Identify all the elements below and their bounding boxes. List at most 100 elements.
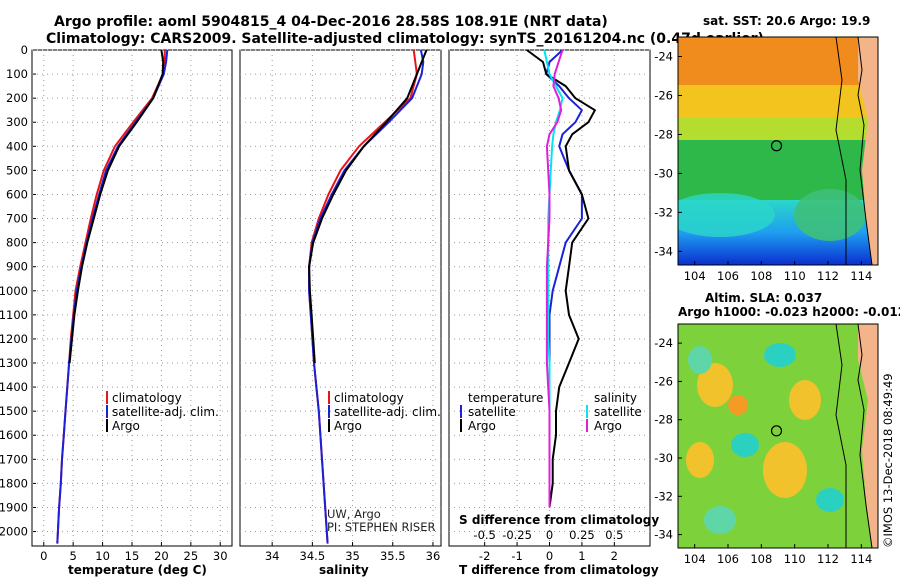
legend-t-argo: Argo (468, 419, 496, 433)
depth-tick-label: 400 (6, 139, 28, 153)
x-tick-label: 10 (95, 549, 110, 563)
depth-tick-label: 1600 (0, 428, 28, 442)
sst-map-title: sat. SST: 20.6 Argo: 19.9 (703, 14, 870, 28)
depth-tick-label: 1900 (0, 500, 28, 514)
x-tick-label: 0 (546, 549, 553, 563)
legend-temperature-title: temperature (468, 391, 543, 405)
sst-map (678, 37, 878, 265)
lat-tick-label: -24 (654, 49, 673, 63)
title-line-1: Argo profile: aoml 5904815_4 04-Dec-2016… (54, 14, 608, 30)
lat-tick-label: -34 (654, 244, 673, 258)
sla-map-title: Altim. SLA: 0.037 (705, 291, 822, 305)
lon-tick-label: 114 (850, 552, 872, 566)
legend-s-satellite: satellite (594, 405, 642, 419)
difference-x-label: T difference from climatology (459, 563, 659, 577)
x-tick-label: 34.5 (300, 549, 326, 563)
depth-tick-label: 1300 (0, 356, 28, 370)
legend-argo: Argo (334, 419, 362, 433)
depth-tick-label: 1100 (0, 308, 28, 322)
lon-tick-label: 108 (750, 552, 772, 566)
depth-tick-label: 500 (6, 163, 28, 177)
lon-tick-label: 110 (784, 269, 806, 283)
lon-tick-label: 110 (784, 552, 806, 566)
x-tick-label: -1 (511, 549, 522, 563)
panel-grids (32, 49, 650, 546)
lat-tick-label: -30 (654, 451, 673, 465)
depth-tick-label: 1500 (0, 404, 28, 418)
legend-satellite-adj: satellite-adj. clim. (334, 405, 441, 419)
x-tick-label: 15 (125, 549, 140, 563)
depth-tick-label: 800 (6, 236, 28, 250)
x-tick-label: 35 (345, 549, 360, 563)
sst-float-marker (770, 140, 783, 152)
sla-float-marker (770, 425, 783, 437)
map-ticks: -24 -26 -28 -30 -32 -34 104 106 108 110 112 114 -24 -… (654, 49, 872, 566)
x-tick-label: -2 (479, 549, 490, 563)
depth-tick-label: 100 (6, 67, 28, 81)
depth-tick-label: 700 (6, 212, 28, 226)
depth-tick-label: 1700 (0, 452, 28, 466)
lat-tick-label: -28 (654, 127, 673, 141)
depth-tick-label: 600 (6, 187, 28, 201)
temperature-legend: climatology satellite-adj. clim. Argo (106, 391, 219, 433)
x-tick-label: 1 (578, 549, 585, 563)
legend-t-satellite: satellite (468, 405, 516, 419)
lon-tick-label: 106 (717, 269, 739, 283)
temperature-panel (31, 49, 233, 547)
lat-tick-label: -26 (654, 374, 673, 388)
x-tick-label: 30 (213, 549, 228, 563)
difference-legend: temperature satellite Argo salinity sate… (460, 391, 642, 433)
depth-tick-label: 0 (21, 43, 28, 57)
series-line-argo (68, 49, 165, 364)
series-line-s-argo (545, 49, 564, 508)
lon-tick-label: 106 (717, 552, 739, 566)
salinity-legend: climatology satellite-adj. clim. Argo (328, 391, 441, 433)
x-top-tick-label: 0 (546, 528, 553, 542)
x-tick-label: 2 (611, 549, 618, 563)
title-line-2: Climatology: CARS2009. Satellite-adjuste… (46, 31, 764, 47)
x-top-tick-label: -0.25 (502, 528, 532, 542)
sst-map-frame (677, 36, 879, 266)
sla-map-subtitle: Argo h1000: -0.023 h2000: -0.012 (678, 305, 900, 319)
lon-tick-label: 112 (817, 269, 839, 283)
depth-tick-label: 1000 (0, 284, 28, 298)
lon-tick-label: 108 (750, 269, 772, 283)
legend-climatology: climatology (112, 391, 182, 405)
depth-axis: 0 100 200 300 400 500 600 700 800 900 1000 1100 1200… (0, 43, 36, 539)
lat-tick-label: -26 (654, 88, 673, 102)
lon-tick-label: 114 (850, 269, 872, 283)
pi-label: PI: STEPHEN RISER (327, 520, 436, 534)
imos-footer: ©IMOS 13-Dec-2018 08:49:49 (881, 373, 895, 548)
x-top-tick-label: -0.5 (473, 528, 495, 542)
series-line-t-argo (526, 49, 596, 508)
depth-tick-label: 1400 (0, 380, 28, 394)
lat-tick-label: -28 (654, 413, 673, 427)
legend-s-argo: Argo (594, 419, 622, 433)
lat-tick-label: -34 (654, 528, 673, 542)
salinity-x-label: salinity (319, 563, 369, 577)
x-tick-label: 36 (426, 549, 441, 563)
lon-tick-label: 104 (684, 269, 706, 283)
series-line-argo (308, 49, 428, 364)
lat-tick-label: -24 (654, 336, 673, 350)
depth-tick-label: 2000 (0, 525, 28, 539)
lon-tick-label: 112 (817, 552, 839, 566)
x-top-tick-label: 0.5 (605, 528, 623, 542)
panel-x-ticks: 0 5 10 15 20 25 30 34 34.5 35 35.5 36 -2 -1 0 1 2 -0.5 -0.… (40, 528, 623, 563)
lat-tick-label: -32 (654, 205, 673, 219)
x-tick-label: 34 (265, 549, 280, 563)
x-tick-label: 20 (154, 549, 169, 563)
temperature-x-label: temperature (deg C) (68, 563, 207, 577)
lat-tick-label: -32 (654, 489, 673, 503)
difference-top-x-label: S difference from climatology (459, 513, 659, 527)
data-source-label: UW, Argo (327, 507, 381, 521)
lon-tick-label: 104 (684, 552, 706, 566)
depth-tick-label: 200 (6, 91, 28, 105)
panel-curves (56, 49, 596, 544)
x-top-tick-label: 0.25 (569, 528, 595, 542)
depth-tick-label: 900 (6, 260, 28, 274)
x-tick-label: 5 (70, 549, 77, 563)
depth-tick-label: 300 (6, 115, 28, 129)
legend-climatology: climatology (334, 391, 404, 405)
